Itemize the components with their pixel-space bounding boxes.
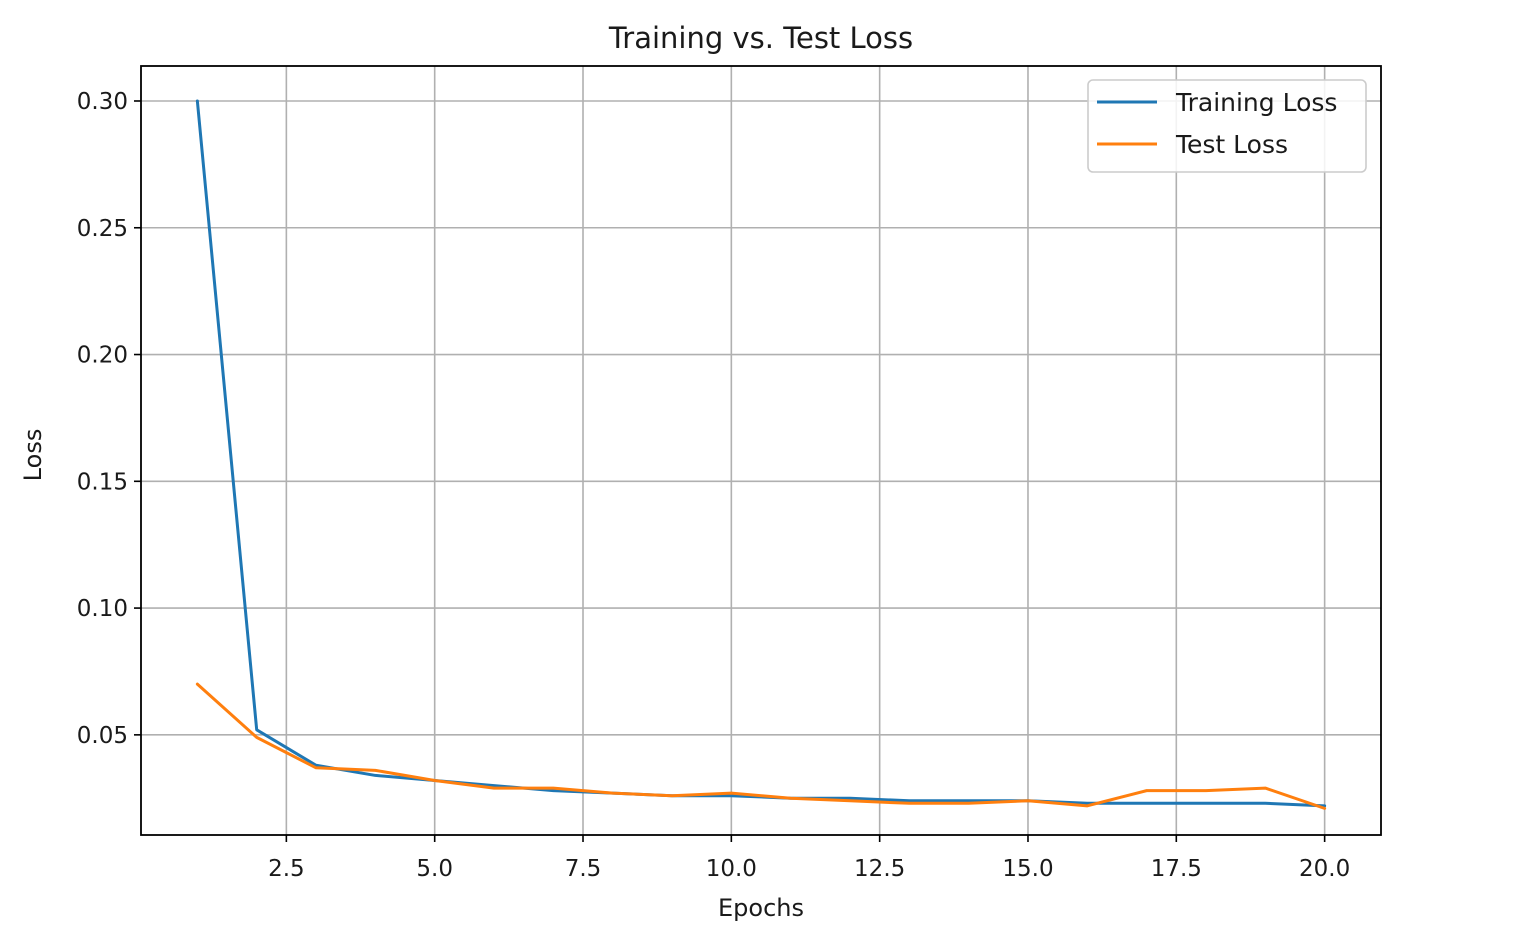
x-tick-label: 10.0: [706, 856, 757, 882]
series-lines: [195, 99, 1327, 810]
grid-lines: [141, 66, 1381, 835]
x-tick-label: 17.5: [1151, 856, 1202, 882]
legend-box: [1087, 79, 1367, 173]
legend-label: Test Loss: [1175, 130, 1288, 159]
series-line-training-loss: [195, 99, 1327, 808]
y-tick-label: 0.20: [77, 343, 128, 369]
x-tick-label: 20.0: [1299, 856, 1350, 882]
x-axis-label: Epochs: [718, 894, 804, 922]
x-tick-label: 12.5: [854, 856, 905, 882]
y-tick-label: 0.15: [77, 469, 128, 495]
series-line-test-loss: [195, 682, 1327, 810]
legend: Training Loss Test Loss: [1087, 79, 1367, 173]
plot-area-frame: [140, 65, 1382, 836]
legend-label: Training Loss: [1175, 88, 1337, 117]
y-axis-label: Loss: [19, 429, 47, 482]
y-axis-ticks: 0.05 0.10 0.15 0.20 0.25 0.30: [77, 89, 141, 749]
legend-items: Training Loss Test Loss: [1097, 88, 1337, 159]
y-tick-label: 0.30: [77, 89, 128, 115]
x-tick-label: 15.0: [1002, 856, 1053, 882]
x-tick-label: 2.5: [268, 856, 305, 882]
x-axis-ticks: 2.5 5.0 7.5 10.0 12.5 15.0 17.5 20.0: [268, 835, 1350, 882]
y-tick-label: 0.25: [77, 216, 128, 242]
y-tick-label: 0.10: [77, 596, 128, 622]
x-tick-label: 5.0: [416, 856, 453, 882]
y-tick-label: 0.05: [77, 723, 128, 749]
chart-title: Training vs. Test Loss: [608, 21, 913, 55]
x-tick-label: 7.5: [565, 856, 602, 882]
